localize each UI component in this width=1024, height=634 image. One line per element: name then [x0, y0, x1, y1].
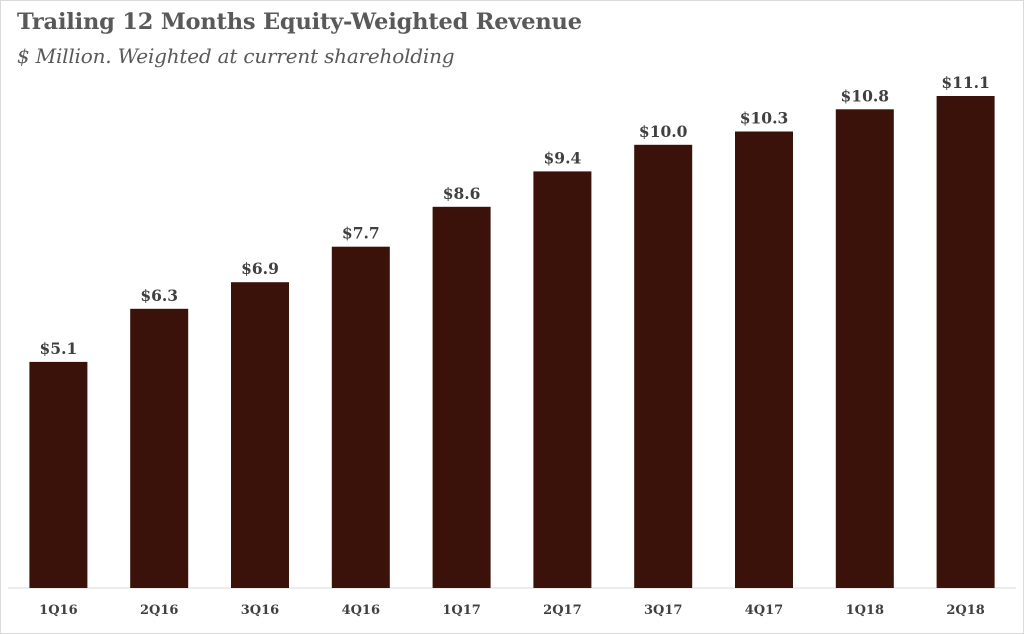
value-label-2q16: $6.3	[140, 286, 178, 305]
value-label-4q16: $7.7	[342, 224, 380, 243]
bar-3q16	[231, 282, 289, 588]
bar-1q16	[29, 362, 87, 588]
category-label-1q16: 1Q16	[39, 603, 77, 618]
category-label-1q18: 1Q18	[846, 603, 884, 618]
category-label-2q16: 2Q16	[140, 603, 178, 618]
bars-group	[29, 96, 994, 588]
bar-1q17	[433, 207, 491, 588]
value-label-1q18: $10.8	[841, 86, 890, 105]
category-label-2q18: 2Q18	[946, 603, 984, 618]
value-label-4q17: $10.3	[740, 109, 789, 128]
category-label-4q16: 4Q16	[342, 603, 380, 618]
bar-4q17	[735, 132, 793, 589]
value-label-2q17: $9.4	[544, 148, 582, 167]
value-label-3q16: $6.9	[241, 259, 279, 278]
value-label-1q16: $5.1	[40, 339, 78, 358]
bar-2q18	[937, 96, 995, 588]
value-label-1q17: $8.6	[443, 184, 481, 203]
category-label-2q17: 2Q17	[543, 603, 581, 618]
value-label-3q17: $10.0	[639, 122, 688, 141]
category-label-1q17: 1Q17	[442, 603, 480, 618]
category-label-3q17: 3Q17	[644, 603, 682, 618]
bar-2q16	[130, 309, 188, 588]
category-label-3q16: 3Q16	[241, 603, 279, 618]
bar-2q17	[533, 171, 591, 588]
bar-3q17	[634, 145, 692, 588]
bar-4q16	[332, 247, 390, 588]
bar-1q18	[836, 109, 894, 588]
category-labels-group: 1Q16 2Q16 3Q16 4Q16 1Q17 2Q17 3Q17 4Q17 1Q18 2Q18	[39, 603, 985, 618]
value-label-2q18: $11.1	[941, 73, 990, 92]
category-label-4q17: 4Q17	[745, 603, 783, 618]
